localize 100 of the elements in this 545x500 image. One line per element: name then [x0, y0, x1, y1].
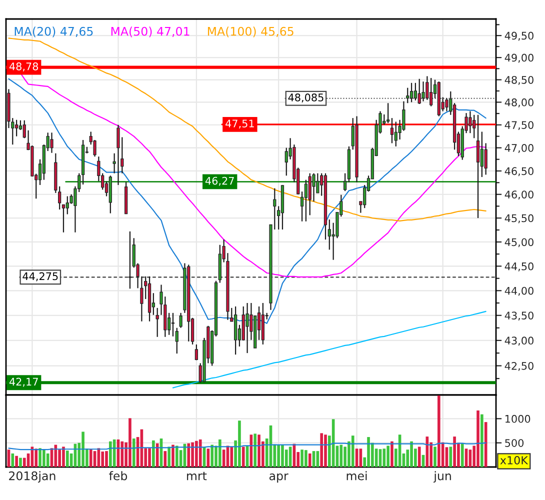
bar — [284, 450, 288, 467]
bar — [11, 453, 14, 467]
candlestick — [472, 114, 476, 139]
bar — [34, 448, 38, 467]
candlestick — [246, 302, 249, 354]
bar — [168, 446, 170, 467]
bar — [242, 446, 245, 467]
bar — [476, 410, 480, 467]
ref-line-label: 46,27 — [205, 176, 234, 186]
y-tick-label: 47,50 — [504, 121, 534, 130]
candlestick — [422, 80, 425, 102]
candlestick — [50, 132, 54, 154]
bar — [19, 458, 22, 467]
y-tick-label: 500 — [505, 439, 524, 447]
y-tick-label: 49,50 — [504, 32, 534, 41]
bar — [378, 449, 382, 467]
text: MA(100) 45,65 — [208, 26, 294, 38]
candlestick — [468, 110, 472, 134]
candlestick — [418, 78, 421, 105]
bar — [82, 432, 84, 467]
bar — [320, 433, 323, 467]
bar — [390, 441, 394, 467]
candlestick — [390, 117, 394, 144]
y-tick-label: 46,50 — [504, 167, 534, 176]
candlestick — [175, 327, 178, 354]
bar — [238, 420, 241, 467]
ref-line-label: 48,085 — [288, 94, 324, 102]
bar — [254, 434, 257, 467]
candlestick — [414, 82, 418, 101]
ref-line-label: 42,17 — [9, 378, 38, 387]
bar — [460, 443, 464, 467]
y-tick-label: 47,00 — [504, 144, 534, 153]
candlestick — [484, 142, 488, 176]
bar — [89, 449, 92, 467]
bar — [172, 444, 174, 467]
ref-line-label: 48,78 — [9, 62, 38, 72]
candlestick — [476, 114, 480, 219]
bar — [410, 441, 413, 467]
bar — [418, 446, 421, 467]
candlestick — [343, 172, 347, 192]
bar — [22, 458, 26, 467]
candlestick — [22, 120, 26, 139]
candlestick — [406, 87, 410, 104]
bar — [218, 439, 222, 467]
bar — [340, 444, 343, 467]
bar — [105, 451, 108, 467]
bar — [101, 452, 104, 467]
bar — [191, 442, 194, 467]
bar — [187, 443, 190, 467]
bar — [258, 434, 260, 467]
bar — [120, 441, 124, 467]
candlestick — [14, 119, 18, 137]
bar — [382, 448, 386, 467]
candlestick — [179, 312, 182, 328]
bar — [434, 446, 436, 467]
bar — [230, 446, 234, 467]
candlestick — [410, 82, 414, 103]
line-series — [8, 38, 486, 222]
line-series — [8, 442, 486, 450]
candlestick — [66, 196, 69, 215]
bar — [281, 444, 284, 467]
bar — [453, 436, 456, 467]
x-tick-label: apr — [269, 474, 288, 483]
text: x10K — [500, 456, 528, 464]
y-tick-label: 43,50 — [504, 312, 534, 321]
candlestick — [304, 179, 308, 222]
y-tick-label: 48,00 — [504, 98, 534, 108]
bar — [304, 450, 308, 467]
y-tick-label: 44,00 — [504, 286, 534, 296]
y-tick-label: 42,50 — [504, 362, 534, 371]
bar — [300, 450, 304, 467]
bar — [437, 395, 440, 467]
bar — [46, 453, 50, 467]
y-tick-label: 49,00 — [504, 54, 534, 63]
x-tick-label: 2018jan — [9, 471, 56, 483]
y-tick-label: 48,50 — [504, 76, 534, 85]
bar — [308, 453, 312, 467]
candlestick — [445, 98, 448, 112]
bar — [195, 440, 198, 467]
candlestick — [386, 102, 390, 124]
y-tick-label: 45,00 — [504, 238, 534, 248]
y-tick-label: 43,00 — [504, 336, 534, 346]
bar — [480, 414, 484, 467]
ref-line-label: 44,275 — [22, 272, 58, 282]
bar — [277, 444, 280, 467]
candlestick — [171, 312, 175, 337]
line-series — [172, 310, 486, 388]
bar — [210, 444, 214, 467]
bar — [15, 456, 18, 467]
x-tick-label: mei — [346, 471, 367, 480]
bar — [38, 448, 42, 467]
candlestick — [480, 131, 484, 178]
candlestick — [328, 218, 331, 250]
text: MA(20) 47,65 — [14, 26, 93, 38]
x-tick-label: feb — [109, 471, 128, 480]
bar — [324, 434, 327, 467]
bar — [367, 437, 370, 467]
bar — [288, 446, 292, 467]
bar — [66, 450, 69, 467]
bar — [386, 446, 390, 467]
